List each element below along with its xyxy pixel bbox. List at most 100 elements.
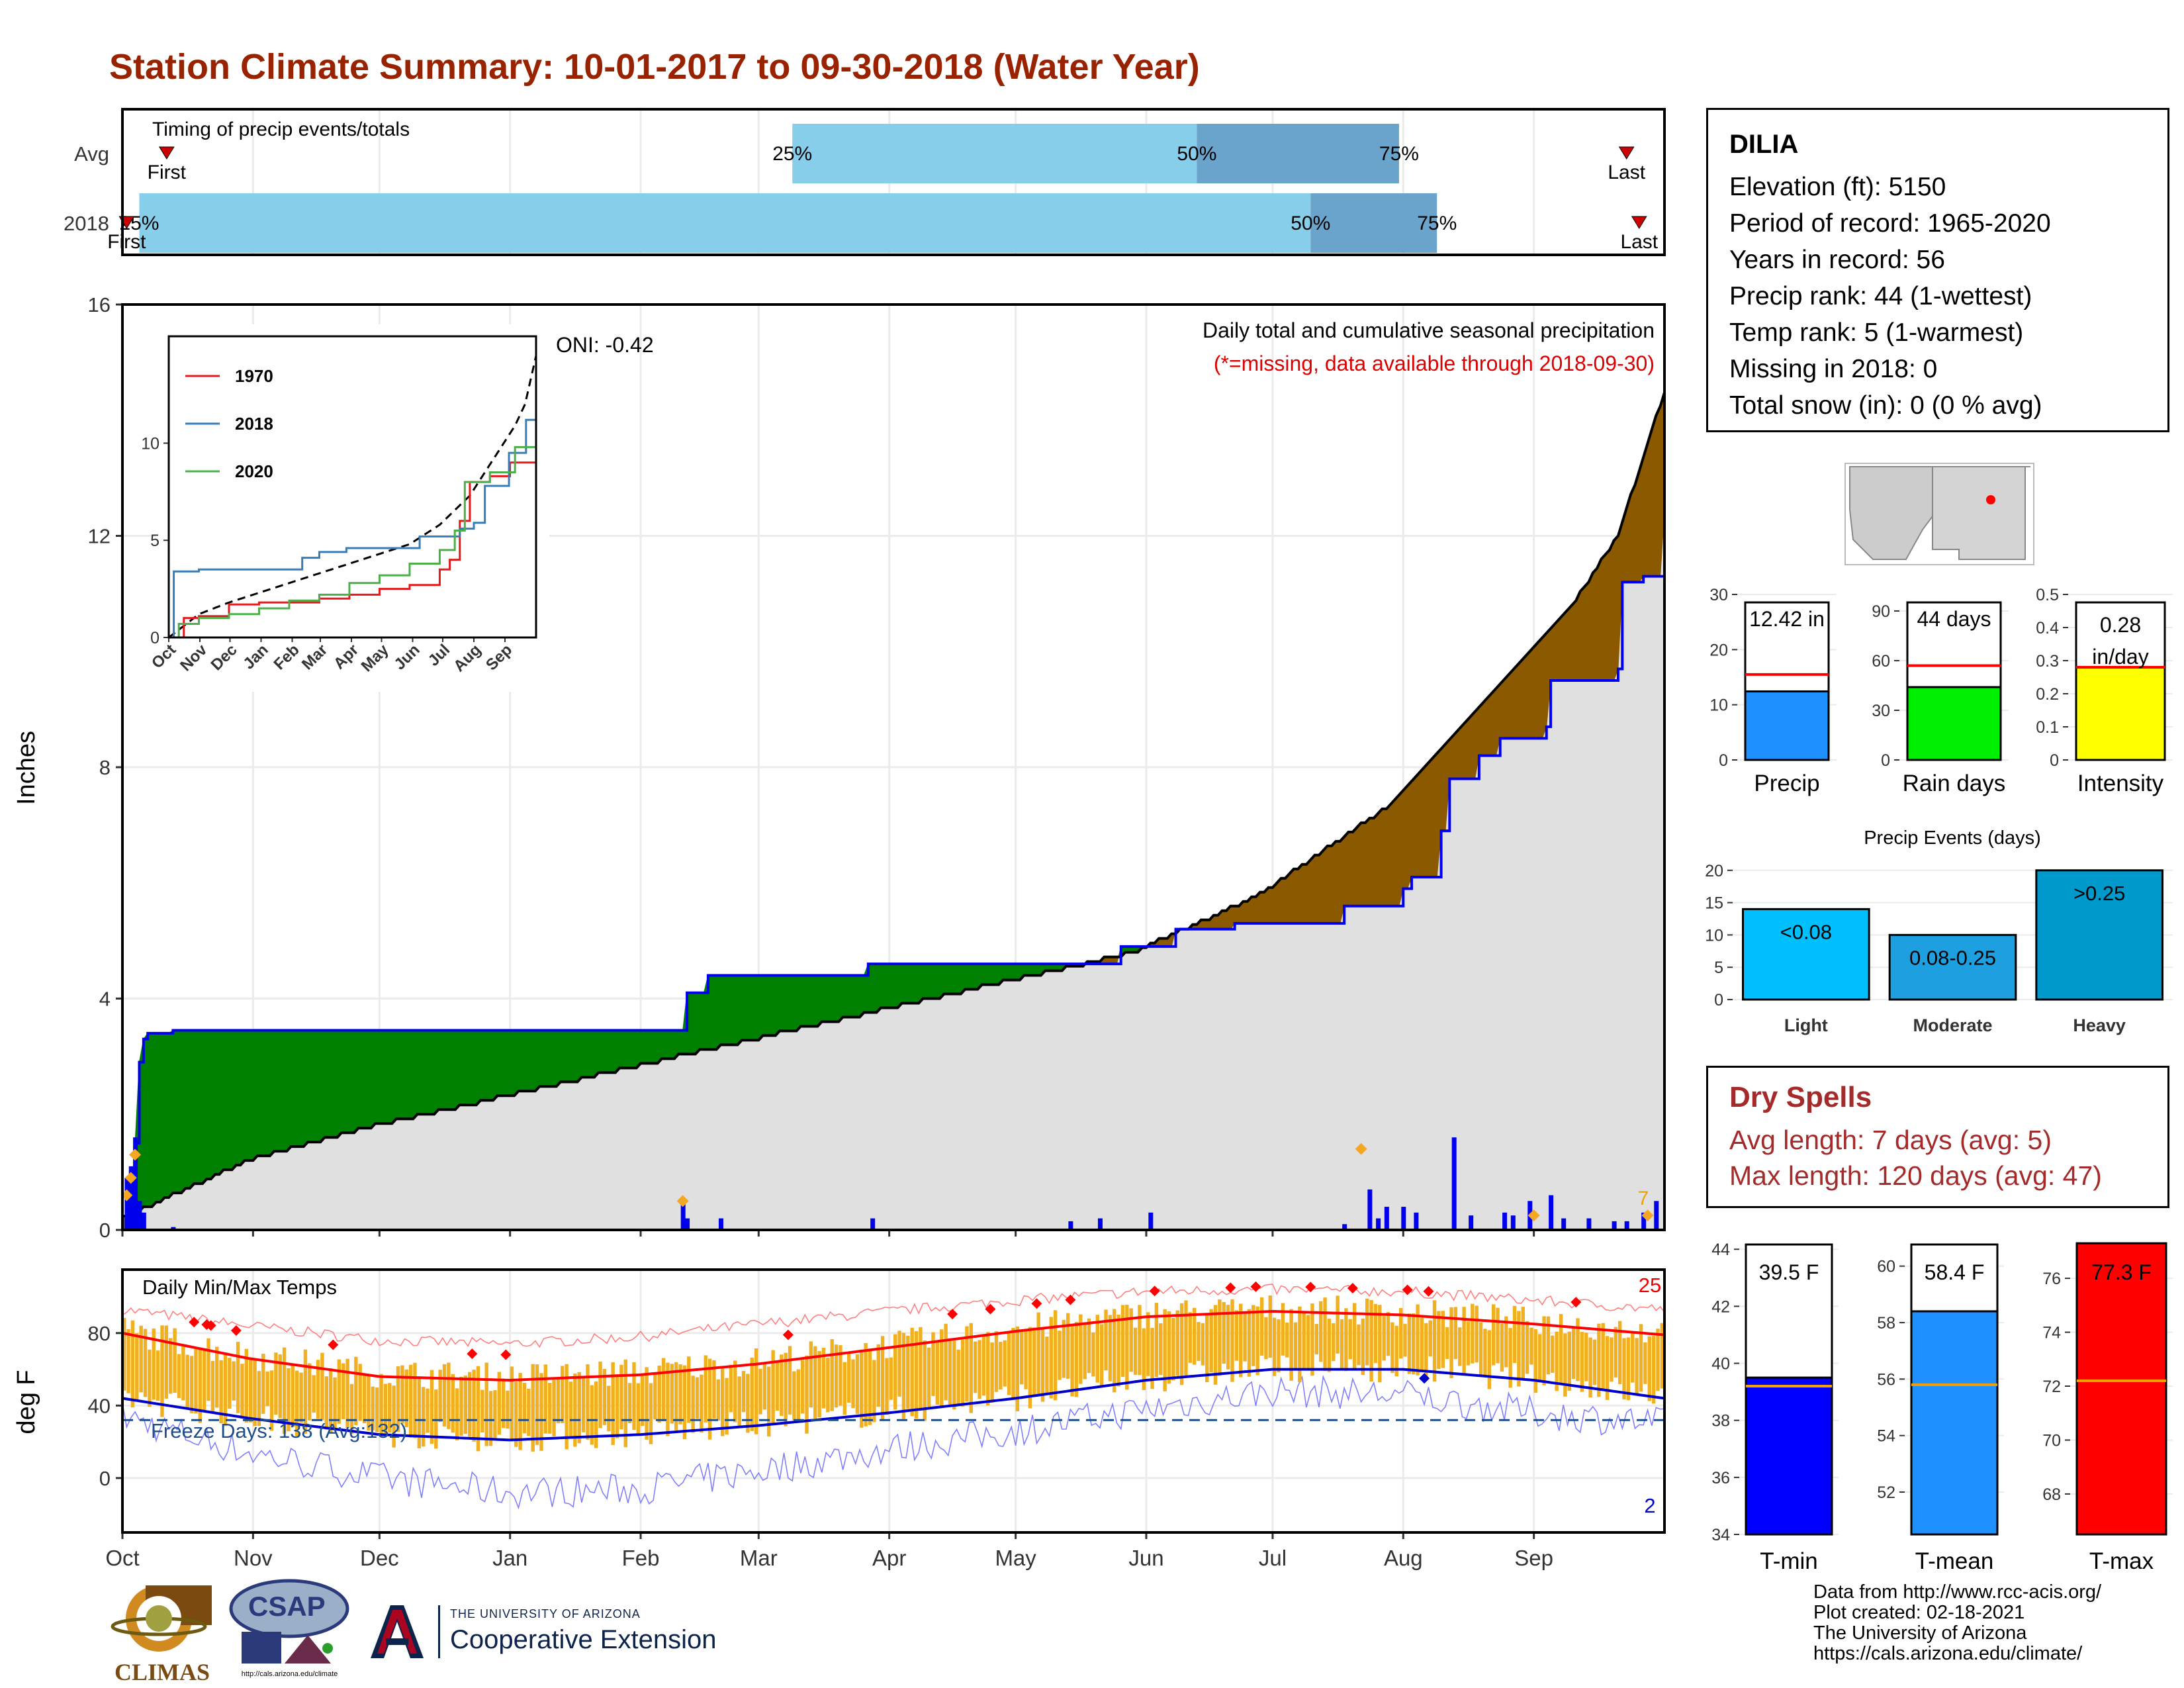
temp-daily-bar: [860, 1349, 864, 1428]
temp-daily-bar: [156, 1350, 160, 1401]
events-category-label: Heavy: [2073, 1015, 2126, 1035]
temp-daily-bar: [1394, 1325, 1398, 1377]
events-bar-Heavy: [2035, 869, 2163, 1001]
temp-daily-bar: [746, 1374, 750, 1433]
temp-daily-bar: [1175, 1310, 1179, 1376]
temp-daily-bar: [1373, 1303, 1378, 1364]
precip-daily-bar: [1502, 1212, 1508, 1230]
temp-daily-bar: [1205, 1315, 1209, 1383]
precip-heavy-marker: [676, 1195, 689, 1207]
temp-daily-bar: [1500, 1323, 1504, 1372]
temp-daily-bar: [1626, 1337, 1631, 1401]
temp-daily-bar: [784, 1352, 788, 1427]
temp-daily-bar: [1483, 1329, 1487, 1377]
temp-daily-bar: [299, 1372, 303, 1423]
temp-daily-bar: [780, 1354, 784, 1416]
temp-daily-bar: [392, 1385, 396, 1448]
temp-daily-bar: [1264, 1317, 1268, 1360]
temp-daily-bar: [1504, 1316, 1508, 1368]
temp-daily-bar: [1617, 1321, 1622, 1384]
temp-daily-bar: [965, 1326, 969, 1402]
temp-daily-bar: [1268, 1295, 1272, 1358]
temp-daily-bar: [1407, 1313, 1412, 1374]
temp-daily-bar: [413, 1362, 417, 1438]
temp-daily-bar: [586, 1364, 590, 1440]
temp-daily-bar: [1487, 1330, 1492, 1389]
temp-daily-bar: [358, 1364, 362, 1421]
temp-record-high-marker: [189, 1317, 200, 1328]
temp-daily-bar: [897, 1331, 901, 1397]
temp-summary-ytick-label: 40: [1711, 1355, 1730, 1374]
temp-daily-bar: [1213, 1305, 1218, 1385]
timing-row-label: Avg: [74, 142, 109, 165]
temp-daily-bar: [1453, 1307, 1458, 1360]
temp-daily-bar: [1230, 1299, 1234, 1382]
temp-daily-bar: [1533, 1329, 1538, 1393]
summary-ytick-label: 10: [1709, 696, 1728, 715]
precip-ytick-label: 8: [99, 756, 111, 779]
temp-daily-bar: [842, 1362, 847, 1415]
temp-daily-bar: [1074, 1321, 1079, 1397]
temp-record-high-marker: [1065, 1294, 1076, 1305]
precip-heavy-marker: [1527, 1209, 1540, 1222]
temp-record-high-marker: [985, 1303, 996, 1315]
temp-daily-bar: [324, 1376, 328, 1430]
temp-daily-bar: [194, 1348, 198, 1414]
timing-label-50: 50%: [1291, 212, 1330, 234]
temp-daily-bar: [349, 1383, 354, 1434]
precip-2018-line: [122, 511, 1666, 1231]
csap-logo: CSAP http://cals.arizona.edu/climate: [228, 1579, 351, 1685]
temp-daily-bar: [1032, 1327, 1036, 1397]
temp-xtick-label: Apr: [872, 1546, 906, 1570]
temp-daily-bar: [1344, 1308, 1348, 1372]
temp-summary-ytick-label: 60: [1877, 1258, 1895, 1276]
temp-summary-category-label: T-min: [1760, 1548, 1818, 1574]
temp-xtick-label: Mar: [740, 1546, 778, 1570]
temp-daily-bar: [569, 1382, 573, 1436]
temp-daily-bar: [1049, 1317, 1053, 1399]
temp-daily-bar: [130, 1320, 135, 1408]
temp-record-high-marker: [1305, 1282, 1316, 1293]
precip-daily-bar: [680, 1201, 686, 1230]
temp-daily-bar: [126, 1329, 130, 1393]
temp-daily-bar: [287, 1368, 291, 1432]
timing-label-75: 75%: [1417, 212, 1457, 234]
precip-daily-bar: [1451, 1137, 1457, 1230]
temp-hot-count: 25: [1639, 1274, 1661, 1297]
temp-daily-bar: [632, 1362, 636, 1430]
temp-daily-bar: [1066, 1313, 1070, 1379]
temp-daily-bar: [615, 1374, 619, 1438]
temp-daily-bar: [1576, 1318, 1580, 1382]
temp-daily-bar: [1475, 1305, 1479, 1363]
temp-daily-bar: [278, 1354, 282, 1419]
precip-daily-bar: [1097, 1218, 1103, 1230]
temp-daily-bar: [1462, 1307, 1466, 1376]
temp-summary-ytick-label: 58: [1877, 1314, 1895, 1333]
dry-spells-avg: Avg length: 7 days (avg: 5): [1729, 1125, 2052, 1155]
temp-daily-bar: [1656, 1329, 1660, 1391]
temp-daily-bar: [1019, 1329, 1024, 1385]
timing-label-first: First: [148, 162, 187, 183]
temp-daily-bar: [1024, 1329, 1028, 1389]
temp-daily-bar: [674, 1362, 678, 1430]
temp-daily-bar: [320, 1352, 324, 1421]
temp-avg-min-line: [122, 1368, 1665, 1442]
temp-daily-bar: [169, 1338, 173, 1394]
precip-ylabel: Inches: [13, 731, 40, 805]
temp-daily-bar: [927, 1347, 931, 1407]
temp-daily-bar: [981, 1335, 986, 1396]
temp-daily-bar: [1251, 1305, 1255, 1366]
temp-daily-bar: [1167, 1311, 1171, 1384]
temp-daily-bar: [1159, 1323, 1163, 1376]
csap-cloud-icon: [229, 1579, 349, 1664]
temp-daily-bar: [1357, 1324, 1361, 1366]
temp-daily-bar: [1584, 1333, 1588, 1382]
temp-daily-bar: [1062, 1319, 1066, 1378]
events-ytick-label: 5: [1714, 959, 1723, 977]
temp-daily-bar: [143, 1329, 148, 1397]
temp-daily-bar: [328, 1368, 333, 1434]
inset-frame: [167, 335, 537, 639]
credit-data-source: Data from http://www.rcc-acis.org/: [1813, 1581, 2102, 1603]
temp-daily-bar: [396, 1366, 400, 1432]
temp-daily-bar: [750, 1357, 754, 1431]
